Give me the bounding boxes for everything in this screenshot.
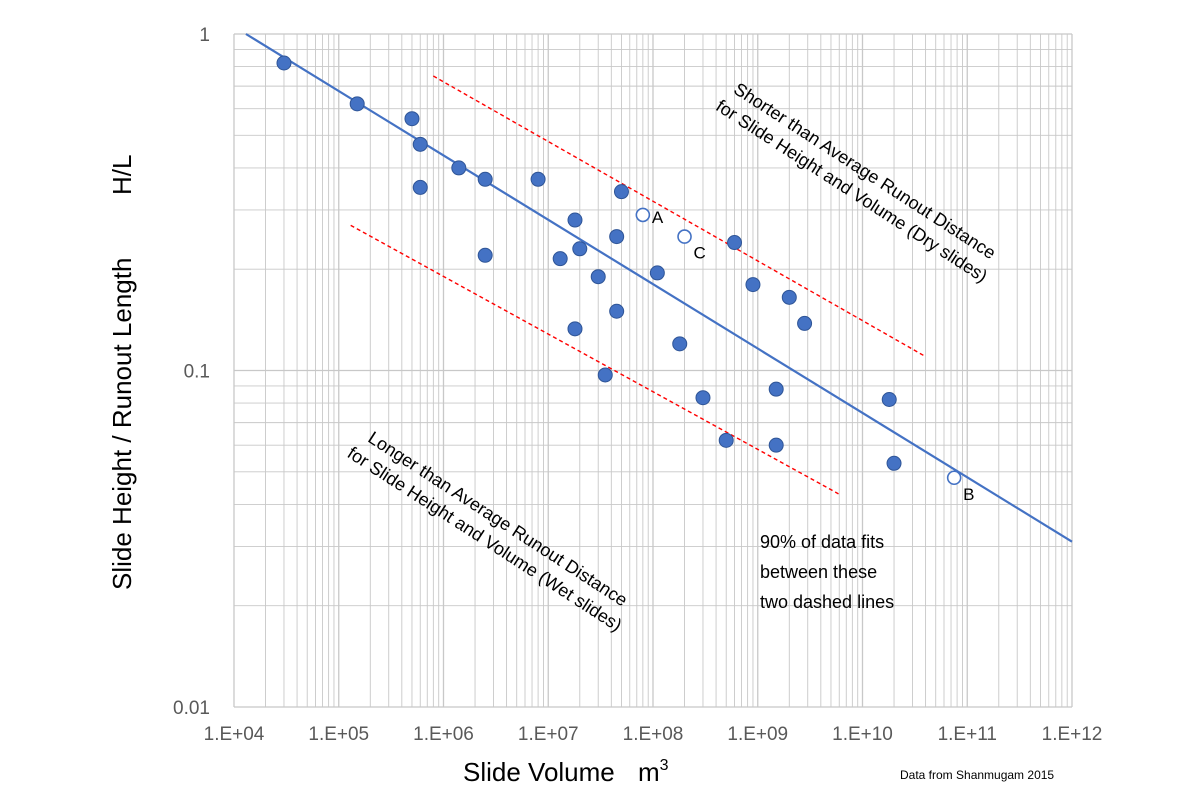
data-point xyxy=(745,277,761,293)
data-point xyxy=(768,381,784,397)
data-point xyxy=(477,171,493,187)
x-tick-label: 1.E+07 xyxy=(518,724,579,745)
upper-bound-dashed-line xyxy=(433,75,926,358)
labeled-point-a xyxy=(635,207,651,223)
dry-annotation-line-2: for Slide Height and Volume (Dry slides) xyxy=(712,96,991,287)
data-point xyxy=(552,251,568,267)
data-point xyxy=(718,432,734,448)
data-point xyxy=(276,55,292,71)
data-point xyxy=(797,315,813,331)
x-tick-label: 1.E+08 xyxy=(623,724,684,745)
y-axis-title: Slide Height / Runout Length xyxy=(107,258,137,590)
y-tick-label: 1 xyxy=(199,25,210,46)
y-axis-symbol: H/L xyxy=(107,155,137,195)
x-axis-unit-base: m xyxy=(638,757,660,787)
dry-slides-annotation: Shorter than Average Runout Distance for… xyxy=(712,79,999,287)
data-point xyxy=(881,392,897,408)
fit-annotation-line-2: between these xyxy=(760,562,877,582)
data-point xyxy=(412,179,428,195)
data-point xyxy=(590,269,606,285)
data-point xyxy=(572,241,588,257)
x-tick-label: 1.E+09 xyxy=(727,724,788,745)
data-point xyxy=(597,367,613,383)
labeled-point-b xyxy=(946,470,962,486)
data-point xyxy=(530,171,546,187)
x-tick-label: 1.E+11 xyxy=(938,724,997,745)
data-point xyxy=(609,229,625,245)
data-point xyxy=(349,96,365,112)
lower-bound-dashed-line xyxy=(350,224,839,495)
x-tick-label: 1.E+10 xyxy=(832,724,893,745)
x-tick-labels: 1.E+04 1.E+05 1.E+06 1.E+07 1.E+08 1.E+09 1.E+… xyxy=(204,724,1103,745)
data-point xyxy=(649,265,665,281)
data-point xyxy=(613,184,629,200)
y-tick-label: 0.1 xyxy=(184,362,210,383)
x-tick-label: 1.E+05 xyxy=(308,724,369,745)
y-tick-label: 0.01 xyxy=(173,698,210,719)
fit-annotation-line-3: two dashed lines xyxy=(760,592,894,612)
trend-line xyxy=(245,33,1073,543)
data-point xyxy=(567,321,583,337)
y-axis-title-group: Slide Height / Runout Length H/L xyxy=(107,155,137,590)
plot-grid xyxy=(233,33,1073,708)
reference-lines xyxy=(245,33,1073,543)
fit-annotation-line-1: 90% of data fits xyxy=(760,532,884,552)
point-label-b: B xyxy=(963,485,974,504)
x-axis-unit: m3 xyxy=(638,757,669,787)
point-label-c: C xyxy=(694,244,706,263)
data-point xyxy=(567,212,583,228)
data-point xyxy=(609,303,625,319)
data-point xyxy=(781,289,797,305)
wet-slides-annotation: Longer than Average Runout Distance for … xyxy=(344,427,632,635)
x-axis-unit-exponent: 3 xyxy=(660,757,669,774)
data-point xyxy=(404,111,420,127)
data-point xyxy=(672,336,688,352)
labeled-point-c xyxy=(677,229,692,244)
x-tick-label: 1.E+12 xyxy=(1042,724,1103,745)
data-point xyxy=(886,455,902,471)
data-source-credit: Data from Shanmugam 2015 xyxy=(900,768,1054,782)
data-point xyxy=(451,160,467,176)
fit-annotation: 90% of data fits between these two dashe… xyxy=(760,532,894,612)
data-point xyxy=(695,390,711,406)
wet-annotation-line-1: Longer than Average Runout Distance xyxy=(365,427,632,610)
x-tick-label: 1.E+06 xyxy=(413,724,474,745)
x-axis-title: Slide Volume xyxy=(463,757,615,787)
data-points: A C B xyxy=(276,55,975,504)
data-point xyxy=(412,136,428,152)
data-point xyxy=(768,437,784,453)
point-label-a: A xyxy=(652,208,664,227)
y-tick-labels: 1 0.1 0.01 xyxy=(173,25,210,719)
data-point xyxy=(477,247,493,263)
dry-annotation-line-1: Shorter than Average Runout Distance xyxy=(730,79,999,263)
data-point xyxy=(727,235,743,251)
x-tick-label: 1.E+04 xyxy=(204,724,265,745)
